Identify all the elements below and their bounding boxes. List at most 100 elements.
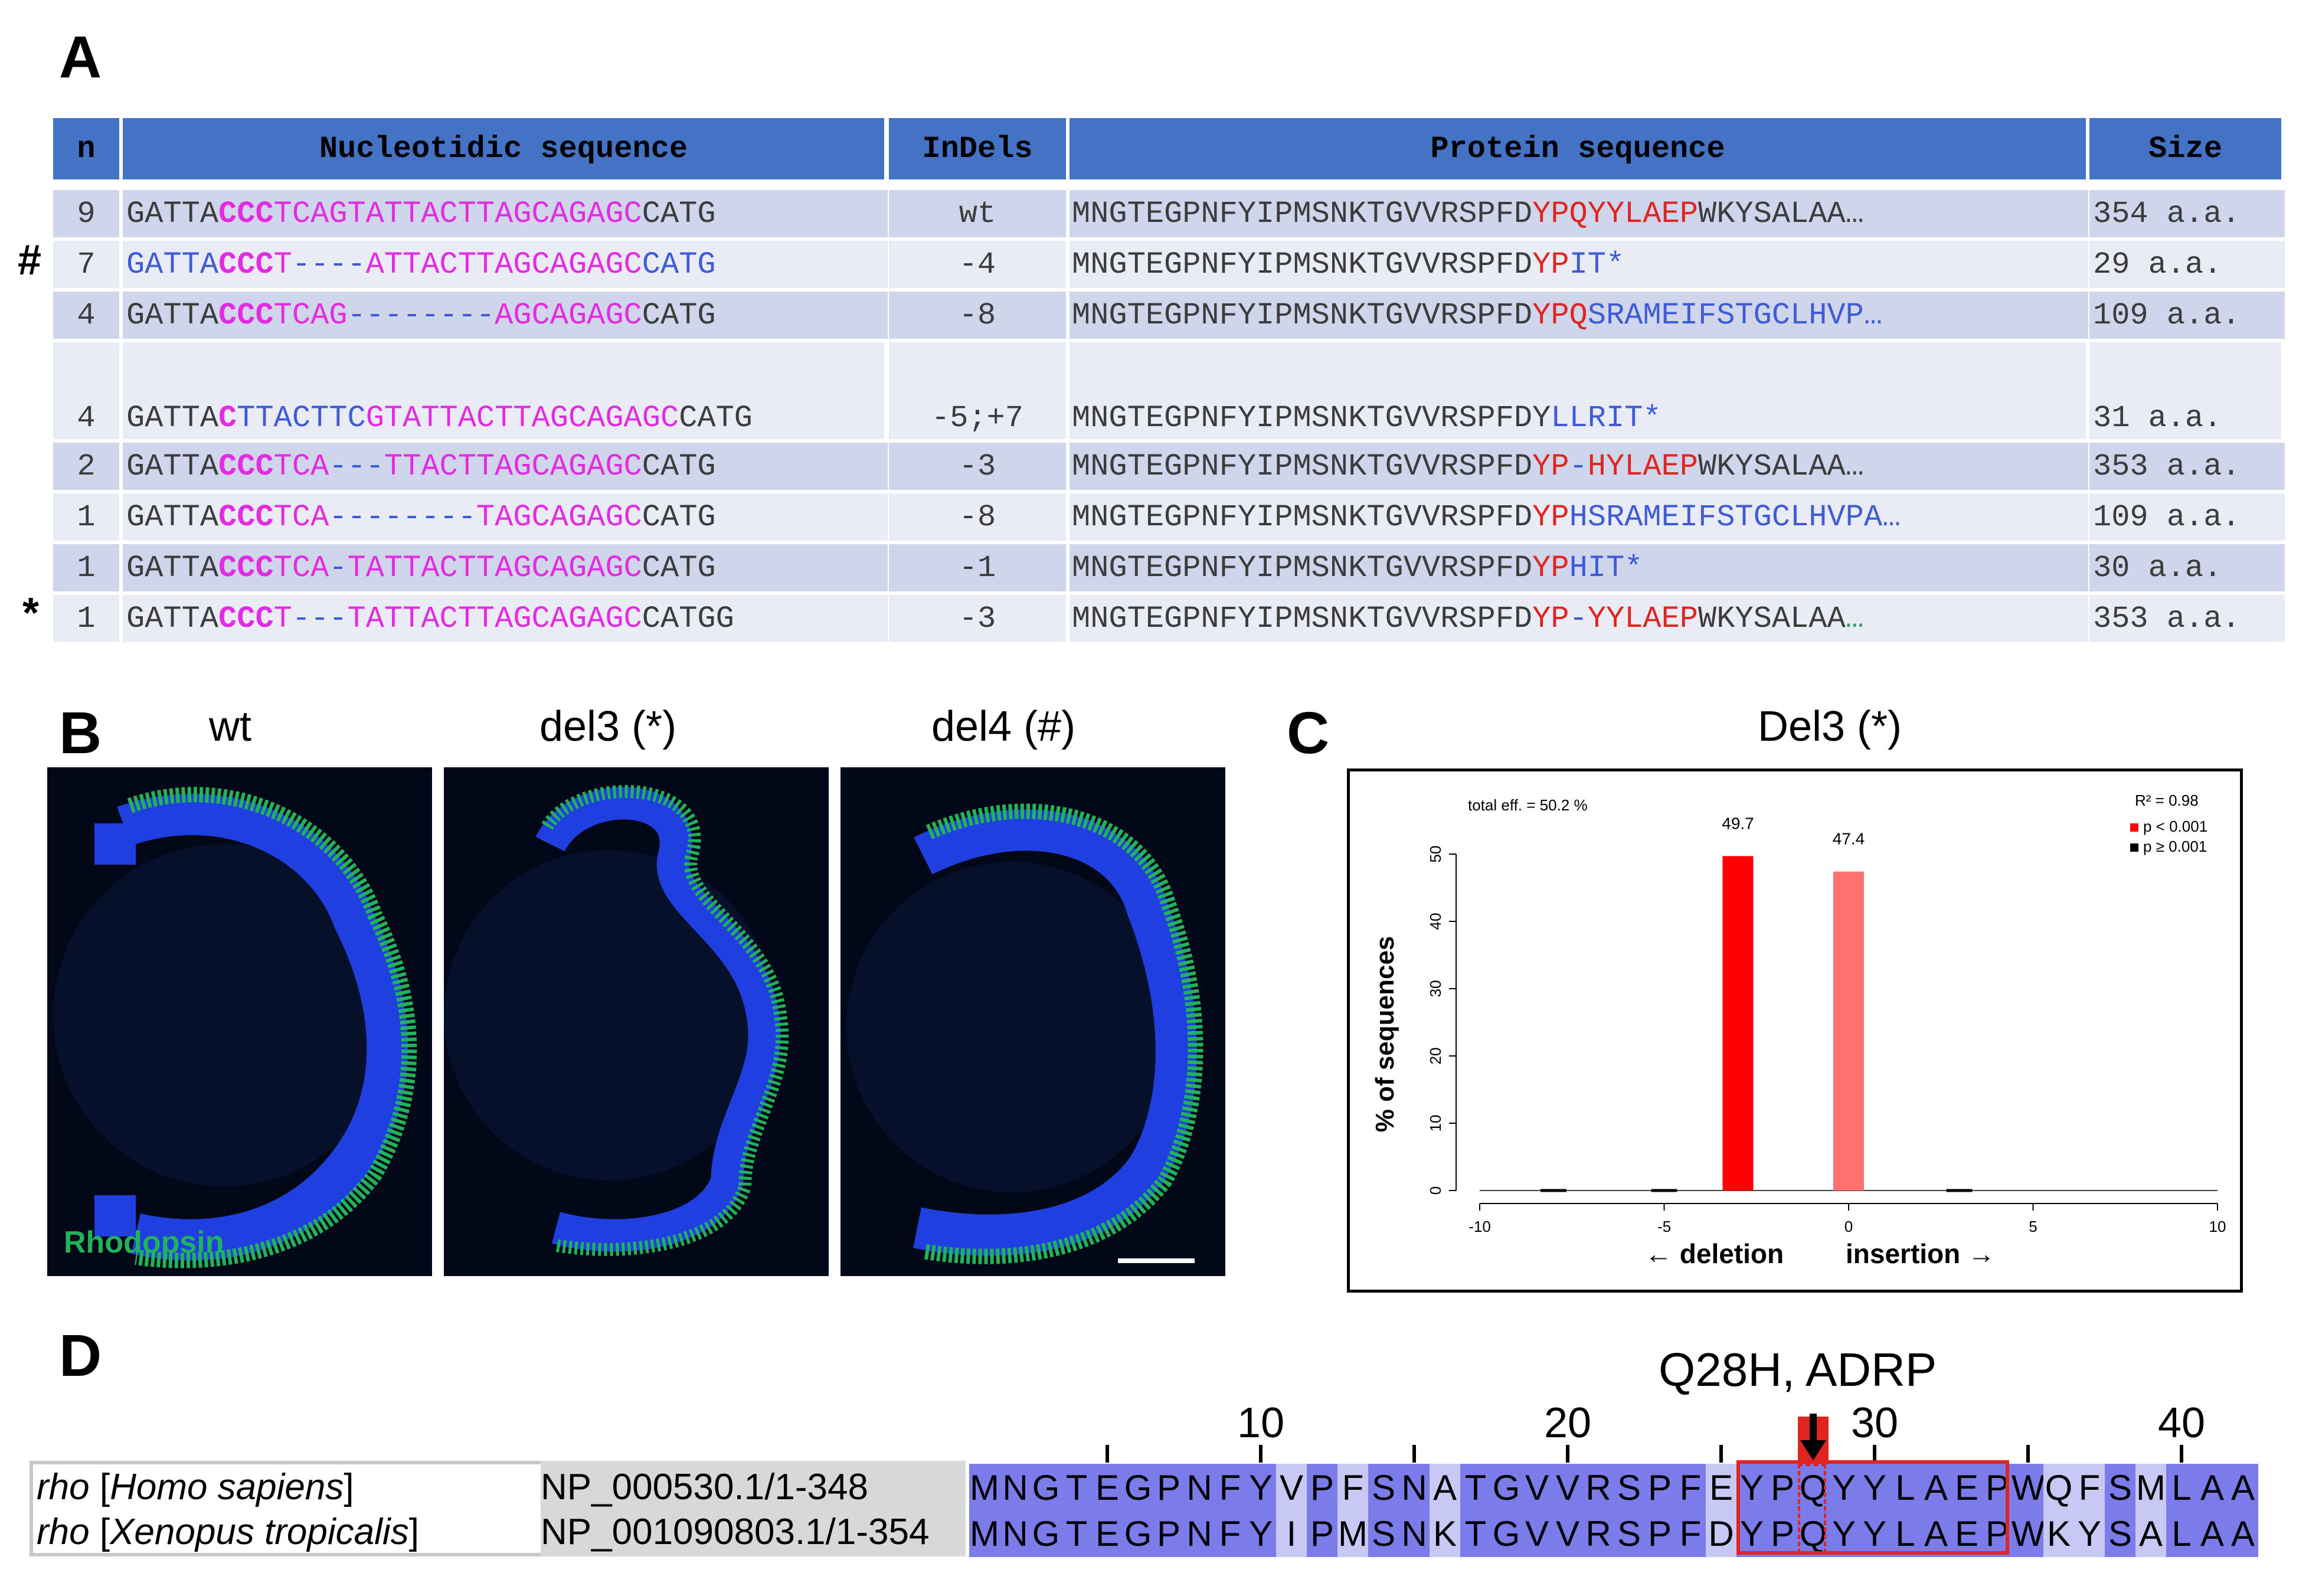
indel-value: -8 bbox=[889, 292, 1066, 339]
ruler-tick bbox=[2180, 1445, 2183, 1463]
residue: T bbox=[1460, 1464, 1491, 1511]
protein-size: 109 a.a. bbox=[2089, 292, 2285, 339]
nucleotide-sequence: GATTA CCC TCA - TATTACTTAGCAGAGC CATG bbox=[123, 544, 888, 591]
mutation-column bbox=[1798, 1464, 1826, 1554]
residue: Q bbox=[2043, 1464, 2074, 1511]
ruler-label: 20 bbox=[1543, 1399, 1592, 1447]
nucleotide-sequence: GATTA CCC T ---- ATTACTTAGCAGAGC CATG bbox=[123, 241, 888, 288]
residue: A bbox=[1921, 1510, 1951, 1557]
accession-human: NP_000530.1/1-348 bbox=[541, 1467, 869, 1507]
x-tick-label: 10 bbox=[2209, 1218, 2226, 1235]
residue: G bbox=[1123, 1510, 1153, 1557]
residue: G bbox=[1123, 1464, 1153, 1511]
ruler-label: 40 bbox=[2157, 1399, 2206, 1447]
residue: S bbox=[2105, 1464, 2135, 1511]
residue: P bbox=[1767, 1464, 1798, 1511]
y-axis-label: % of sequences bbox=[1371, 936, 1399, 1133]
residue: V bbox=[1552, 1464, 1583, 1511]
residue: F bbox=[1675, 1464, 1706, 1511]
protein-sequence: MNGTEGPNFYIPMSNKTGVVRSPFD YP HSRAMEIFSTGCL… bbox=[1070, 493, 2088, 541]
residue: M bbox=[2135, 1464, 2166, 1511]
protein-sequence: MNGTEGPNFYIPMSNKTGVVRSPFDY LLRIT* bbox=[1070, 342, 2086, 439]
ruler-label: 30 bbox=[1850, 1399, 1899, 1447]
indel-value: -5;+7 bbox=[889, 342, 1066, 439]
panel-c-label: C bbox=[1287, 700, 1330, 766]
nucleotide-sequence: GATTA CCC TCA --- TTACTTAGCAGAGC CATG bbox=[123, 443, 888, 490]
residue: N bbox=[1000, 1464, 1031, 1511]
residue: Y bbox=[1859, 1464, 1890, 1511]
table-row: 4 GATTA CCC TCAG -------- AGCAGAGC CATG -8 MNGTE… bbox=[53, 292, 2285, 339]
residue: N bbox=[1184, 1464, 1215, 1511]
panel-a-label: A bbox=[59, 24, 102, 90]
r-squared: R² = 0.98 bbox=[2135, 792, 2199, 809]
ruler-tick bbox=[1259, 1445, 1263, 1463]
indel-value: -1 bbox=[889, 544, 1066, 591]
residue: N bbox=[1399, 1510, 1430, 1557]
x-tick-label: 0 bbox=[1844, 1218, 1853, 1235]
residue: P bbox=[1644, 1510, 1675, 1557]
species-human: rho [Homo sapiens] bbox=[37, 1467, 354, 1507]
marker-hash: # bbox=[18, 237, 42, 284]
header-n: n bbox=[53, 118, 119, 179]
legend-black-swatch bbox=[2130, 843, 2138, 852]
residue: W bbox=[2012, 1464, 2045, 1511]
retina-image-del3 bbox=[444, 767, 829, 1276]
retina-image-del4 bbox=[840, 767, 1225, 1276]
mutation-label: Q28H, ADRP bbox=[1659, 1343, 1937, 1396]
residue: A bbox=[2197, 1510, 2228, 1557]
x-tick-label: -10 bbox=[1469, 1218, 1491, 1235]
table-row: 1 GATTA CCC TCA -------- TAGCAGAGC CATG -8 MNGTE… bbox=[53, 493, 2285, 541]
residue: L bbox=[1890, 1464, 1921, 1511]
row-count: 7 bbox=[53, 241, 119, 288]
residue: A bbox=[1921, 1464, 1951, 1511]
row-count: 4 bbox=[53, 292, 119, 339]
table-row: 1 GATTA CCC TCA - TATTACTTAGCAGAGC CATG -1 MNGTE… bbox=[53, 544, 2285, 591]
motif-box bbox=[1736, 1460, 2009, 1555]
protein-sequence: MNGTEGPNFYIPMSNKTGVVRSPFD YP - YYLAEP WKYSAL… bbox=[1070, 595, 2088, 642]
protein-size: 30 a.a. bbox=[2089, 544, 2285, 591]
residue: V bbox=[1552, 1510, 1583, 1557]
residue: M bbox=[1337, 1510, 1368, 1557]
residue: Y bbox=[1829, 1510, 1859, 1557]
total-efficiency: total eff. = 50.2 % bbox=[1468, 796, 1588, 814]
protein-sequence: MNGTEGPNFYIPMSNKTGVVRSPFD YP IT* bbox=[1070, 241, 2088, 288]
residue: V bbox=[1276, 1464, 1307, 1511]
protein-size: 353 a.a. bbox=[2089, 443, 2285, 490]
residue: M bbox=[969, 1464, 1000, 1511]
nucleotide-sequence: GATTA CCC TCAGTATTACTTAGCAGAGC CATG bbox=[123, 190, 888, 237]
x-tick-label: -5 bbox=[1657, 1218, 1671, 1235]
down-arrow-icon bbox=[1810, 1414, 1817, 1443]
ruler-base bbox=[969, 1458, 2258, 1460]
header-nucleotide: Nucleotidic sequence bbox=[123, 118, 884, 179]
image-title-del3: del3 (*) bbox=[539, 703, 677, 750]
residue: S bbox=[1614, 1510, 1644, 1557]
residue: P bbox=[1767, 1510, 1798, 1557]
residue: A bbox=[2135, 1510, 2166, 1557]
y-tick-label: 10 bbox=[1427, 1115, 1444, 1132]
residue: S bbox=[1614, 1464, 1644, 1511]
indel-value: wt bbox=[889, 190, 1066, 237]
residue: D bbox=[1706, 1510, 1736, 1557]
residue: P bbox=[1153, 1464, 1184, 1511]
residue: E bbox=[1706, 1464, 1736, 1511]
y-tick-label: 40 bbox=[1427, 913, 1444, 930]
row-count: 1 bbox=[53, 595, 119, 642]
residue: T bbox=[1061, 1464, 1092, 1511]
residue: N bbox=[1184, 1510, 1215, 1557]
bar bbox=[1833, 871, 1864, 1191]
bar-value-label: 47.4 bbox=[1833, 830, 1865, 848]
header-protein: Protein sequence bbox=[1070, 118, 2086, 179]
indel-value: -8 bbox=[889, 493, 1066, 541]
residue: E bbox=[1092, 1510, 1123, 1557]
x-tick-label: 5 bbox=[2029, 1218, 2037, 1235]
down-arrowhead-icon bbox=[1800, 1440, 1826, 1460]
residue: G bbox=[1031, 1464, 1061, 1511]
residue: I bbox=[1276, 1510, 1307, 1557]
legend-red-swatch bbox=[2130, 823, 2138, 832]
legend-significant: p < 0.001 bbox=[2130, 817, 2207, 836]
nucleotide-sequence: GATTA CCC T --- TATTACTTAGCAGAGC CATGG bbox=[123, 595, 888, 642]
ruler-label: 10 bbox=[1237, 1399, 1285, 1447]
header-size: Size bbox=[2089, 118, 2281, 179]
residue: Y bbox=[1245, 1510, 1276, 1557]
y-tick-label: 50 bbox=[1427, 846, 1444, 863]
